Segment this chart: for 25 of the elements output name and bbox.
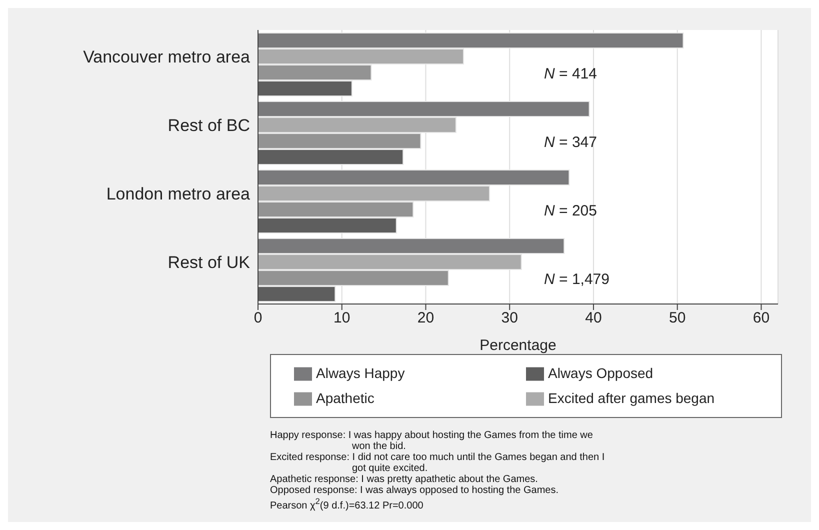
y-tick-label: Vancouver metro area — [83, 47, 251, 66]
x-tick-label: 20 — [417, 310, 434, 327]
text: Opposed response: I was always opposed to hosting the Games. — [270, 485, 560, 496]
y-tick-label: London metro area — [106, 184, 251, 204]
text: Happy response: I was happy about hosting the Games from the time we won the bid. — [270, 430, 594, 452]
annotation: N = 1,479 — [544, 270, 610, 288]
y-tick-label: Rest of UK — [168, 252, 251, 272]
x-tick-label: 60 — [752, 310, 770, 327]
annotation: N = 205 — [544, 202, 597, 220]
y-tick-label: Rest of BC — [168, 116, 250, 135]
text: Pearson χ$^{2}$(9 d.f.)=63.12 Pr=0.000 — [270, 496, 424, 512]
annotation: N = 347 — [544, 134, 597, 151]
legend-label: Always Happy — [316, 364, 406, 383]
x-tick-label: 40 — [585, 310, 602, 327]
x-tick-label: 0 — [254, 310, 262, 327]
text: Apathetic response: I was pretty apathetic about the Games. — [270, 474, 539, 485]
x-tick-label: 10 — [334, 310, 350, 327]
legend-label: Always Opposed — [548, 364, 654, 383]
text: Excited response: I did not care too much until the Games began and then I got quite excited. — [270, 452, 606, 474]
x-tick-label: 30 — [501, 310, 518, 327]
annotation: N = 414 — [544, 65, 597, 82]
legend-label: Apathetic — [316, 389, 376, 408]
legend-label: Excited after games began — [548, 389, 716, 408]
x-axis-title: Percentage — [480, 337, 556, 354]
x-tick-label: 50 — [669, 310, 686, 327]
